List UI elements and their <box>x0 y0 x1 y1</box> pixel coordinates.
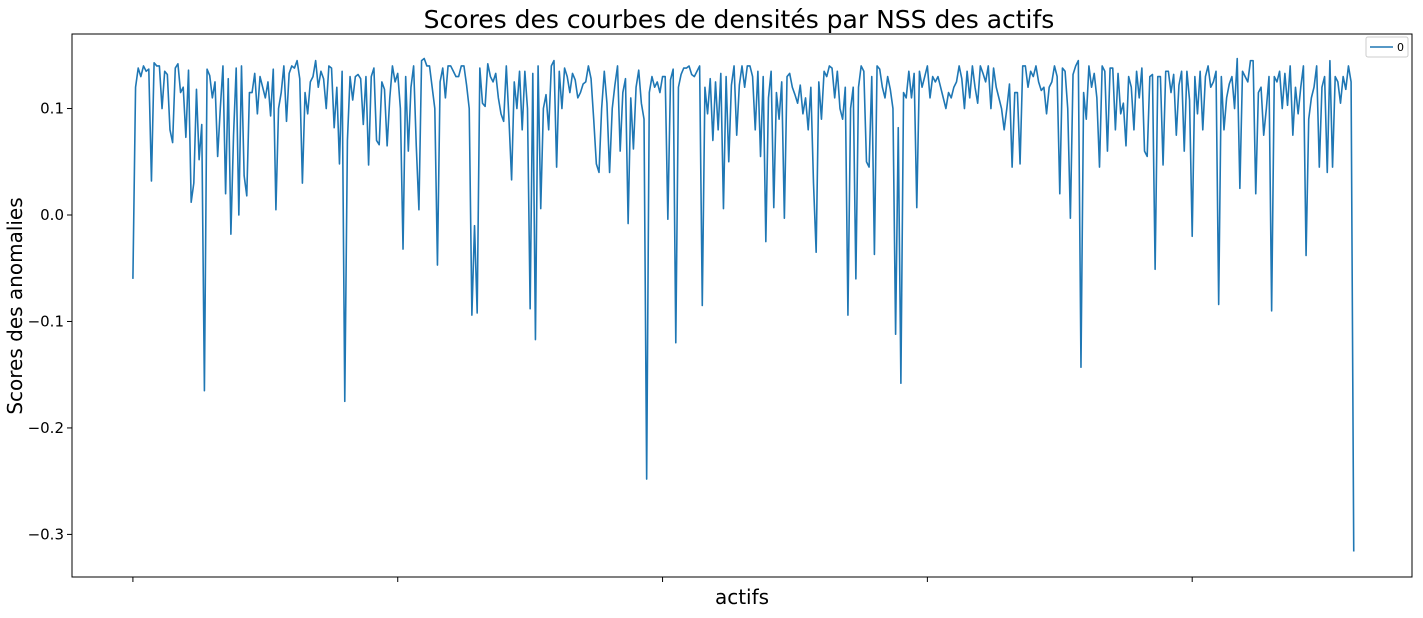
y-axis-ticks: 0.1 0.0 −0.1 −0.2 −0.3 <box>28 100 72 543</box>
y-axis-label: Scores des anomalies <box>3 197 27 414</box>
chart-title: Scores des courbes de densités par NSS d… <box>424 5 1055 34</box>
y-tick-label: −0.2 <box>28 419 64 437</box>
legend-label-0: 0 <box>1397 41 1404 54</box>
y-tick-label: 0.0 <box>40 206 64 224</box>
x-axis-ticks <box>132 577 1193 582</box>
y-tick-label: −0.3 <box>28 525 64 543</box>
plot-area <box>71 33 1413 578</box>
x-axis-label: actifs <box>715 585 769 609</box>
y-tick-label: 0.1 <box>40 100 64 118</box>
legend: 0 <box>1365 36 1409 58</box>
series-line-0 <box>132 57 1355 552</box>
y-tick-label: −0.1 <box>28 312 64 330</box>
series-layer <box>132 57 1355 552</box>
